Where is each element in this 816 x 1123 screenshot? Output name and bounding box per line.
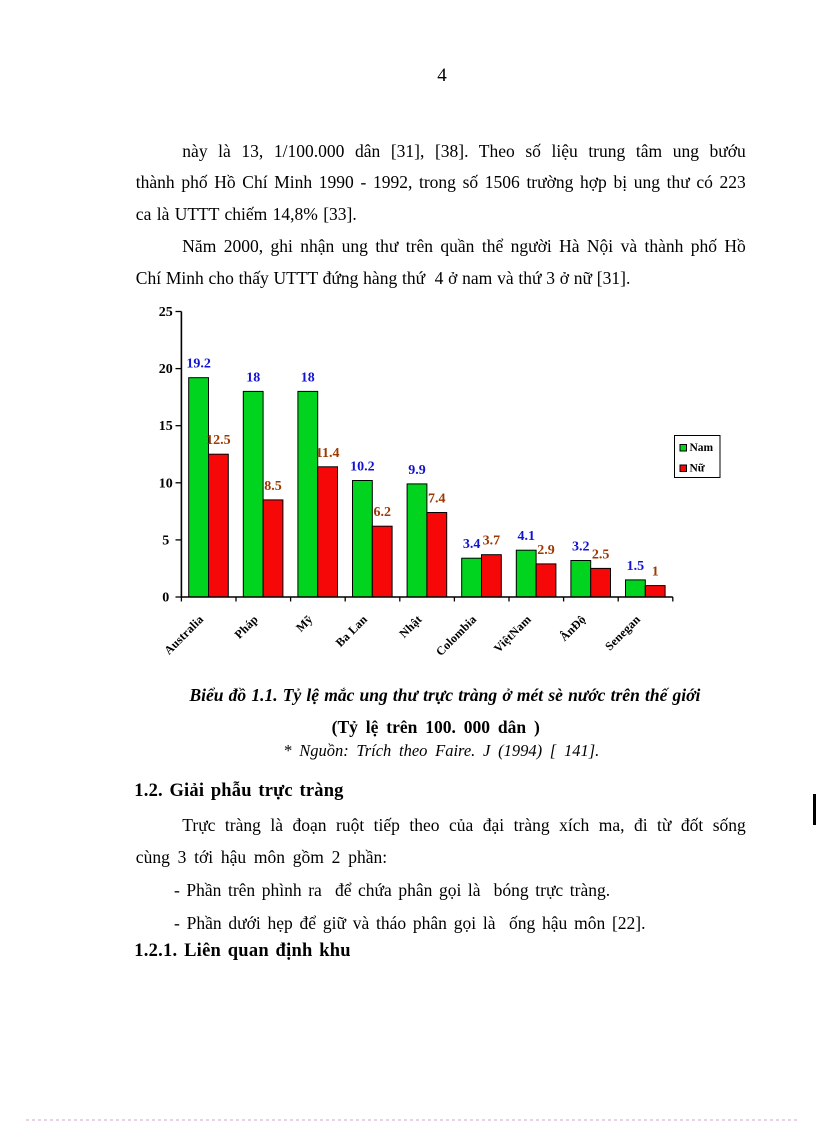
svg-text:Senegan: Senegan (602, 612, 643, 653)
svg-text:25: 25 (159, 305, 173, 320)
svg-text:20: 20 (159, 362, 173, 377)
svg-text:ÂnĐộ: ÂnĐộ (557, 612, 589, 644)
svg-text:1.5: 1.5 (627, 559, 645, 574)
svg-text:Nhật: Nhật (396, 612, 424, 640)
svg-text:3.7: 3.7 (483, 534, 501, 549)
svg-text:9.9: 9.9 (408, 463, 426, 478)
svg-text:Australia: Australia (161, 612, 206, 657)
svg-text:6.2: 6.2 (373, 505, 391, 520)
svg-text:5: 5 (162, 533, 169, 548)
svg-text:18: 18 (246, 370, 260, 385)
svg-text:Nữ: Nữ (690, 463, 706, 475)
svg-text:19.2: 19.2 (186, 357, 211, 372)
svg-text:2.5: 2.5 (592, 547, 610, 562)
svg-text:Colombia: Colombia (433, 612, 479, 658)
svg-text:Pháp: Pháp (232, 612, 261, 641)
svg-text:7.4: 7.4 (428, 492, 446, 507)
svg-text:Mỹ: Mỹ (293, 612, 315, 634)
svg-text:1: 1 (652, 565, 659, 580)
svg-text:10: 10 (159, 476, 173, 491)
svg-text:2.9: 2.9 (537, 543, 555, 558)
svg-text:Ba Lan: Ba Lan (333, 612, 370, 649)
svg-text:8.5: 8.5 (264, 479, 282, 494)
svg-text:18: 18 (301, 370, 315, 385)
svg-text:15: 15 (159, 419, 173, 434)
svg-text:11.4: 11.4 (316, 446, 340, 461)
svg-text:10.2: 10.2 (350, 460, 375, 475)
svg-text:4.1: 4.1 (517, 529, 535, 544)
svg-text:0: 0 (162, 591, 169, 606)
svg-text:3.4: 3.4 (463, 537, 481, 552)
svg-text:Nam: Nam (690, 442, 714, 454)
svg-text:ViệtNam: ViệtNam (491, 612, 534, 655)
svg-text:12.5: 12.5 (206, 433, 231, 448)
svg-text:3.2: 3.2 (572, 540, 590, 555)
